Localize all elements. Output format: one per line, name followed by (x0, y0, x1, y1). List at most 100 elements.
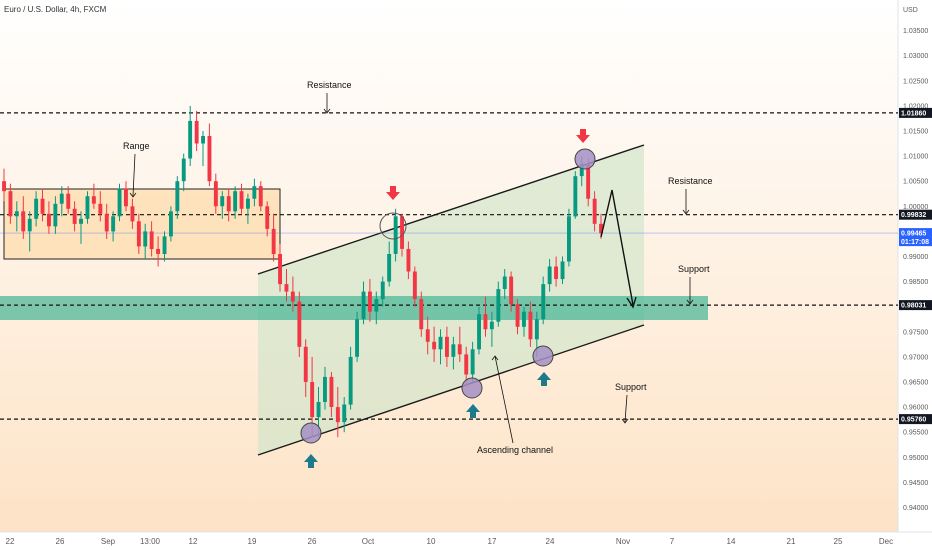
time-tick-label: 22 (6, 537, 15, 546)
candle-body (290, 291, 295, 302)
candle-body (117, 188, 122, 217)
candle-body (149, 231, 154, 249)
candle-body (14, 211, 19, 217)
candle-body (387, 254, 392, 282)
price-tick-label: 0.99000 (903, 254, 928, 261)
candle-body (226, 196, 231, 212)
pointer-arrowhead-icon (491, 355, 499, 361)
candle-body (489, 321, 494, 330)
horizontal-levels (0, 112, 898, 420)
price-tick-label: 0.94500 (903, 480, 928, 487)
candle-body (47, 213, 51, 227)
price-tag-countdown: 01:17:08 (901, 239, 929, 246)
touch-circle-sep26 (300, 422, 322, 444)
candle-body (348, 356, 353, 405)
candle-body (66, 193, 71, 209)
candle-body (457, 344, 462, 355)
time-tick-label: 21 (787, 537, 796, 546)
time-tick-label: 24 (546, 537, 555, 546)
annotation-range: Range (123, 141, 150, 151)
candle-body (59, 193, 64, 204)
candle-body (412, 271, 417, 300)
candle-body (27, 218, 32, 232)
candle-body (104, 213, 109, 232)
time-tick-label: Oct (362, 537, 375, 546)
pointer-line (494, 355, 514, 444)
chart-title: Euro / U.S. Dollar, 4h, FXCM (4, 5, 107, 14)
price-tick-label: 1.01000 (903, 154, 928, 161)
time-tick-label: 25 (834, 537, 843, 546)
pointer-line (132, 153, 136, 197)
time-axis-background (0, 532, 932, 550)
time-tick-label: Nov (616, 537, 630, 546)
price-tag-label: 0.98031 (901, 303, 926, 310)
candle-body (40, 198, 45, 214)
candle-body (111, 216, 116, 232)
price-tick-label: 1.03500 (903, 28, 928, 35)
candle-body (400, 216, 404, 249)
time-tick-label: 17 (488, 537, 497, 546)
candle-body (406, 248, 411, 272)
candle-body (98, 203, 103, 214)
candle-body (169, 211, 173, 237)
pointer-arrowhead-icon (686, 299, 694, 305)
candle-body (335, 407, 340, 423)
touch-circle-oct13 (461, 377, 483, 399)
candle-body (425, 329, 430, 342)
time-tick-label: Sep (101, 537, 116, 546)
teal-up-arrow-icon (304, 454, 318, 468)
candle-body (541, 284, 546, 320)
price-axis-unit: USD (903, 7, 918, 14)
candle-body (79, 218, 83, 224)
teal-up-arrow-icon (537, 372, 551, 386)
candle-body (464, 354, 469, 375)
red-down-arrow-icon (576, 129, 590, 143)
candle-body (522, 311, 526, 327)
candle-body (201, 136, 205, 144)
candle-body (438, 336, 443, 350)
candle-body (567, 216, 571, 262)
price-tag-label: 0.99832 (901, 212, 926, 219)
candle-body (246, 198, 250, 209)
candle-body (323, 376, 327, 402)
price-tick-label: 0.97500 (903, 329, 928, 336)
candle-body (239, 191, 244, 209)
pointer-arrowhead-icon (323, 108, 331, 114)
candle-body (284, 284, 289, 292)
candle-body (374, 299, 379, 312)
candle-body (188, 120, 193, 159)
price-tag-label: 0.95760 (901, 417, 926, 424)
candle-body (586, 163, 591, 199)
candle-body (21, 211, 26, 232)
candle-body (310, 382, 315, 418)
touch-circle-late-oct (574, 148, 596, 170)
candle-body (2, 181, 6, 192)
candle-body (534, 319, 539, 340)
candle-body (72, 208, 77, 224)
time-tick-label: 13:00 (140, 537, 161, 546)
price-tick-label: 0.98500 (903, 279, 928, 286)
candle-body (297, 301, 302, 347)
price-tick-label: 1.01500 (903, 129, 928, 136)
annotation-resistance-top: Resistance (307, 80, 352, 90)
candle-body (53, 203, 58, 227)
price-tick-label: 0.96500 (903, 380, 928, 387)
annotation-ascending-channel: Ascending channel (477, 445, 553, 455)
pointer-line (624, 394, 628, 423)
annotation-support-lower: Support (615, 382, 647, 392)
candle-body (342, 404, 347, 423)
candle-body (380, 281, 385, 300)
candle-body (419, 299, 424, 330)
price-tag-box (899, 414, 932, 425)
candle-body (573, 176, 578, 217)
price-tick-label: 1.03000 (903, 53, 928, 60)
price-tick-label: 1.00000 (903, 204, 928, 211)
candle-body (599, 223, 603, 234)
time-tick-label: 7 (670, 537, 675, 546)
time-tick-label: 12 (189, 537, 198, 546)
candle-body (271, 228, 276, 254)
candle-body (130, 206, 135, 222)
pointer-arrowhead-icon (129, 192, 137, 198)
